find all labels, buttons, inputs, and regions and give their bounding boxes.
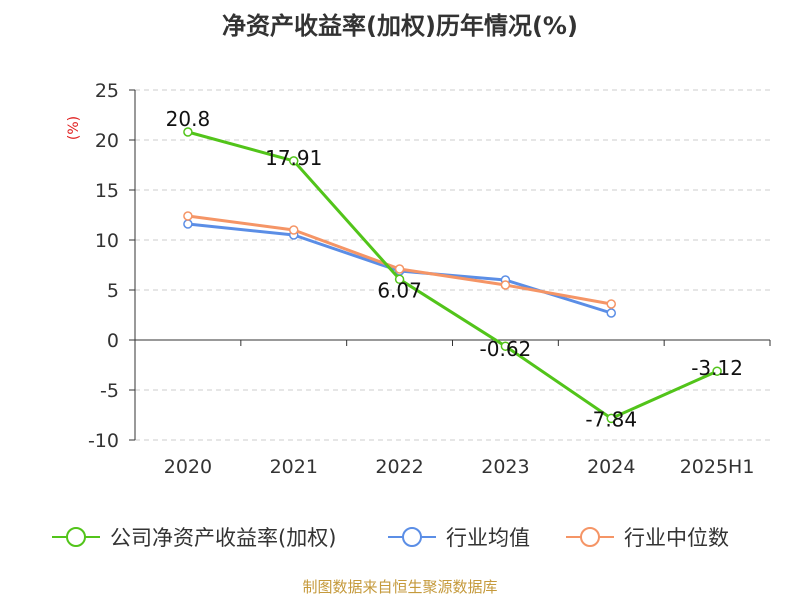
- data-label: -3.12: [691, 356, 743, 380]
- x-tick-label: 2021: [270, 456, 318, 478]
- y-tick-label: -5: [100, 380, 119, 402]
- data-point: [394, 274, 405, 285]
- legend-marker: [66, 527, 86, 547]
- x-tick-label: 2025H1: [680, 456, 755, 478]
- data-label: -7.84: [585, 407, 637, 431]
- data-point: [289, 156, 299, 166]
- x-tick-label: 2024: [587, 456, 635, 478]
- data-point: [183, 219, 193, 229]
- data-point: [289, 225, 299, 235]
- y-tick-label: -10: [88, 430, 119, 452]
- data-point: [606, 308, 616, 318]
- series-line: [187, 130, 718, 420]
- data-label: 20.8: [166, 107, 211, 131]
- data-point: [606, 413, 616, 424]
- data-label: -0.62: [480, 337, 532, 361]
- data-point: [183, 127, 193, 137]
- data-point: [183, 211, 193, 221]
- data-label: 6.07: [377, 278, 422, 302]
- chart-title: 净资产收益率(加权)历年情况(%): [222, 12, 578, 40]
- y-tick-label: 0: [107, 330, 119, 352]
- data-point: [394, 264, 405, 274]
- source-footer: 制图数据来自恒生聚源数据库: [302, 578, 498, 596]
- legend-marker: [580, 527, 600, 547]
- legend-label: 行业均值: [446, 526, 530, 550]
- y-tick-label: 10: [95, 230, 119, 252]
- data-point: [500, 280, 511, 290]
- y-tick-label: 15: [95, 180, 119, 202]
- x-tick-label: 2020: [164, 456, 212, 478]
- data-point: [712, 366, 722, 376]
- x-tick-label: 2023: [481, 456, 529, 478]
- y-axis-label: (%): [66, 116, 82, 140]
- y-tick-label: 20: [95, 130, 119, 152]
- legend-label: 公司净资产收益率(加权): [110, 526, 336, 550]
- y-tick-label: 25: [95, 80, 119, 102]
- data-label: 17.91: [265, 146, 322, 170]
- y-tick-label: 5: [107, 280, 119, 302]
- legend-label: 行业中位数: [624, 526, 729, 550]
- data-point: [606, 299, 616, 309]
- legend-marker: [402, 527, 422, 547]
- data-point: [500, 341, 511, 351]
- x-tick-label: 2022: [375, 456, 423, 478]
